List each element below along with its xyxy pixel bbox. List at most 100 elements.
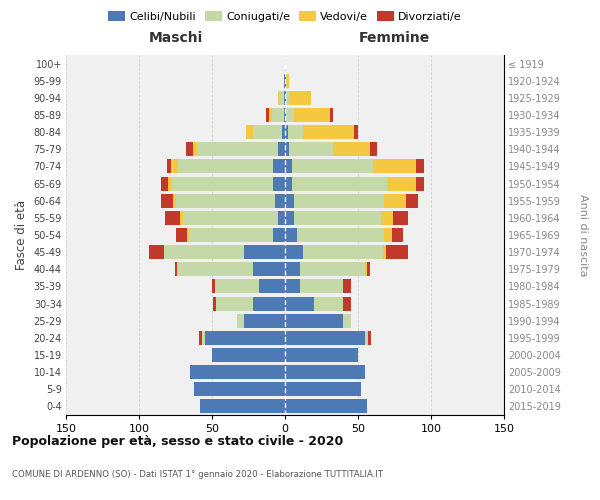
Bar — [343, 314, 350, 328]
Text: Femmine: Femmine — [359, 30, 430, 44]
Bar — [186, 142, 193, 156]
Bar — [285, 280, 299, 293]
Bar — [212, 280, 215, 293]
Bar — [214, 296, 217, 310]
Bar — [244, 314, 285, 328]
Bar — [285, 262, 299, 276]
Bar — [284, 91, 285, 105]
Bar — [285, 228, 296, 242]
Bar — [180, 211, 183, 225]
Bar — [253, 125, 282, 139]
Bar — [285, 245, 302, 259]
Bar — [199, 331, 202, 345]
Bar — [175, 262, 177, 276]
Bar — [266, 108, 269, 122]
Bar — [245, 125, 253, 139]
Bar — [289, 91, 311, 105]
Bar — [168, 176, 171, 190]
Bar — [286, 108, 294, 122]
Bar — [279, 91, 284, 105]
Bar — [274, 228, 285, 242]
Bar — [284, 108, 285, 122]
Bar — [171, 176, 274, 190]
Bar — [215, 280, 259, 293]
Bar — [292, 160, 373, 173]
Bar — [183, 211, 278, 225]
Bar — [294, 108, 330, 122]
Bar — [175, 194, 275, 207]
Bar — [173, 194, 176, 207]
Bar — [285, 108, 286, 122]
Bar — [171, 160, 178, 173]
Bar — [176, 228, 187, 242]
Bar — [285, 331, 365, 345]
Bar — [275, 194, 285, 207]
Bar — [302, 245, 383, 259]
Bar — [392, 228, 403, 242]
Bar — [296, 228, 384, 242]
Bar — [302, 125, 353, 139]
Bar — [292, 176, 387, 190]
Bar — [285, 211, 294, 225]
Bar — [274, 160, 285, 173]
Bar — [200, 400, 285, 413]
Bar — [278, 211, 285, 225]
Bar — [285, 142, 289, 156]
Bar — [278, 142, 285, 156]
Bar — [167, 160, 171, 173]
Bar — [384, 194, 406, 207]
Bar — [285, 160, 292, 173]
Y-axis label: Fasce di età: Fasce di età — [15, 200, 28, 270]
Bar — [383, 245, 386, 259]
Bar — [244, 245, 285, 259]
Bar — [274, 176, 285, 190]
Bar — [284, 74, 285, 88]
Bar — [353, 125, 358, 139]
Bar — [190, 365, 285, 379]
Bar — [387, 176, 416, 190]
Bar — [194, 382, 285, 396]
Bar — [193, 142, 197, 156]
Bar — [187, 228, 188, 242]
Bar — [259, 280, 285, 293]
Bar — [217, 296, 253, 310]
Bar — [299, 280, 343, 293]
Bar — [285, 314, 343, 328]
Bar — [286, 91, 289, 105]
Bar — [253, 262, 285, 276]
Bar — [294, 211, 382, 225]
Bar — [278, 91, 279, 105]
Bar — [285, 296, 314, 310]
Bar — [416, 160, 424, 173]
Bar — [161, 194, 173, 207]
Bar — [343, 280, 350, 293]
Bar — [285, 176, 292, 190]
Bar — [382, 211, 393, 225]
Bar — [370, 142, 377, 156]
Bar — [288, 125, 302, 139]
Bar — [285, 125, 288, 139]
Bar — [367, 262, 370, 276]
Bar — [285, 348, 358, 362]
Bar — [384, 228, 392, 242]
Bar — [253, 296, 285, 310]
Y-axis label: Anni di nascita: Anni di nascita — [578, 194, 588, 276]
Bar — [161, 176, 168, 190]
Bar — [285, 365, 365, 379]
Bar — [393, 211, 407, 225]
Bar — [368, 331, 371, 345]
Bar — [212, 348, 285, 362]
Bar — [177, 262, 253, 276]
Bar — [406, 194, 418, 207]
Text: Maschi: Maschi — [148, 30, 203, 44]
Bar — [285, 382, 361, 396]
Text: Popolazione per età, sesso e stato civile - 2020: Popolazione per età, sesso e stato civil… — [12, 435, 343, 448]
Bar — [386, 245, 407, 259]
Bar — [164, 245, 244, 259]
Bar — [285, 400, 367, 413]
Bar — [286, 74, 289, 88]
Bar — [373, 160, 416, 173]
Bar — [202, 331, 205, 345]
Bar — [165, 211, 180, 225]
Legend: Celibi/Nubili, Coniugati/e, Vedovi/e, Divorziati/e: Celibi/Nubili, Coniugati/e, Vedovi/e, Di… — [104, 6, 466, 26]
